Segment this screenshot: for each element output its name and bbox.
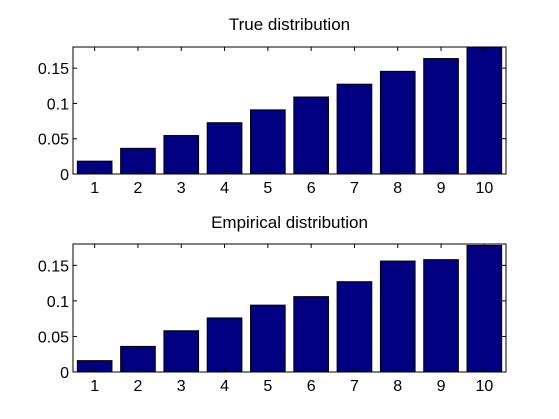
bar-5 xyxy=(250,304,286,373)
bar-6 xyxy=(293,96,329,175)
y-tick-label-0: 0 xyxy=(60,365,69,382)
x-tick-label-7: 7 xyxy=(350,180,359,197)
x-tick-label-6: 6 xyxy=(307,180,316,197)
x-tick-label-2: 2 xyxy=(133,180,142,197)
bar-8 xyxy=(379,260,416,373)
bar-7 xyxy=(336,281,373,373)
x-tick-label-9: 9 xyxy=(437,378,446,395)
x-tick-label-4: 4 xyxy=(220,180,229,197)
x-tick-label-9: 9 xyxy=(437,180,446,197)
bar-7 xyxy=(336,83,373,175)
y-tick-label-0: 0 xyxy=(60,167,69,184)
y-tick-label-0.15: 0.15 xyxy=(38,61,69,78)
bar-8 xyxy=(379,70,416,175)
bar-10 xyxy=(466,46,503,175)
bar-4 xyxy=(206,122,243,175)
x-tick-label-6: 6 xyxy=(307,378,316,395)
x-tick-label-3: 3 xyxy=(177,180,186,197)
bar-2 xyxy=(120,147,156,175)
chart-title: True distribution xyxy=(229,15,350,34)
bar-10 xyxy=(466,244,503,373)
bar-3 xyxy=(163,135,200,175)
y-tick-label-0.1: 0.1 xyxy=(47,294,69,311)
axes-frame xyxy=(72,46,507,175)
bar-5 xyxy=(250,109,286,175)
x-tick-label-4: 4 xyxy=(220,378,229,395)
x-tick-label-3: 3 xyxy=(177,378,186,395)
y-tick-label-0.05: 0.05 xyxy=(38,329,69,346)
y-tick-label-0.05: 0.05 xyxy=(38,132,69,149)
bar-3 xyxy=(163,330,200,373)
chart-panel-2: Empirical distribution 1 2 3 4 5 6 7 8 9 10 0 0.05 0.… xyxy=(38,213,507,395)
x-tick-label-7: 7 xyxy=(350,378,359,395)
x-tick-label-8: 8 xyxy=(393,378,402,395)
y-tick-label-0.1: 0.1 xyxy=(47,96,69,113)
bar-4 xyxy=(206,317,243,373)
bar-9 xyxy=(423,58,459,175)
bar-6 xyxy=(293,296,329,373)
bar-9 xyxy=(423,259,459,373)
chart-panel-1: True distribution 1 2 3 4 5 6 7 8 9 10 0 0.05 0.1 0.15 xyxy=(38,15,507,197)
chart-title: Empirical distribution xyxy=(211,213,368,232)
x-tick-label-8: 8 xyxy=(393,180,402,197)
axes-frame xyxy=(72,243,507,373)
x-tick-label-10: 10 xyxy=(475,180,493,197)
x-tick-label-5: 5 xyxy=(263,378,272,395)
bar-2 xyxy=(120,345,156,373)
x-tick-label-5: 5 xyxy=(263,180,272,197)
x-tick-label-1: 1 xyxy=(90,180,99,197)
x-tick-label-10: 10 xyxy=(475,378,493,395)
x-tick-label-1: 1 xyxy=(90,378,99,395)
x-tick-label-2: 2 xyxy=(133,378,142,395)
y-tick-label-0.15: 0.15 xyxy=(38,258,69,275)
